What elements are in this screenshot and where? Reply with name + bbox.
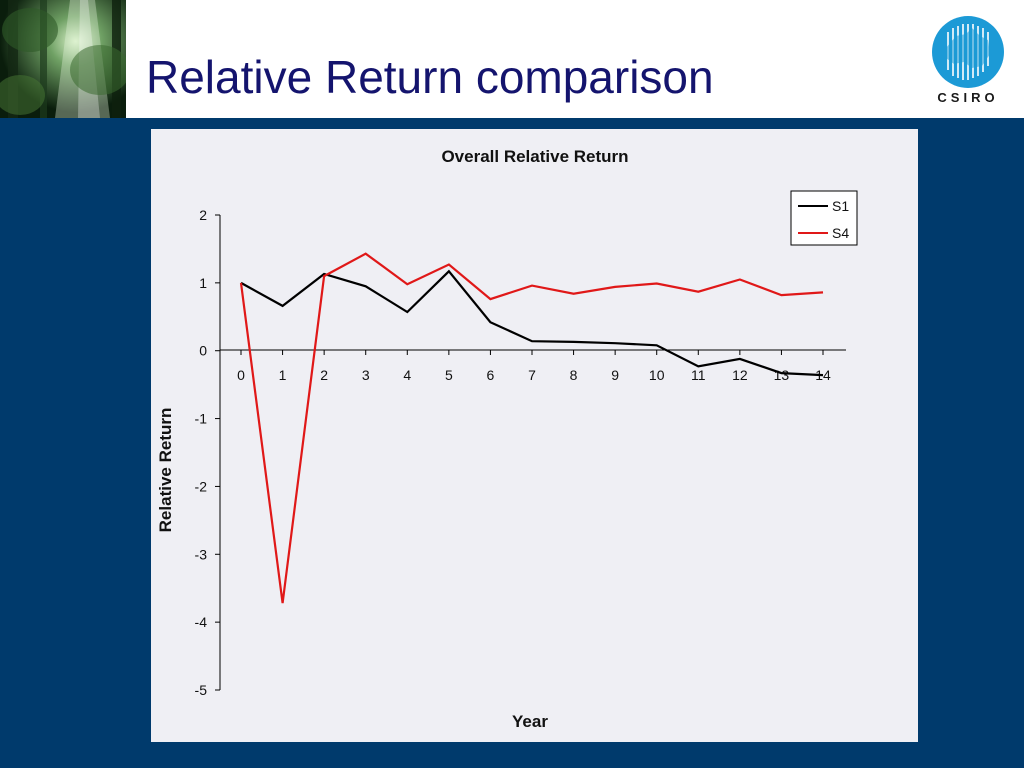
x-axis-label: Year — [512, 712, 548, 731]
x-tick-label: 2 — [320, 367, 328, 383]
x-tick-label: 0 — [237, 367, 245, 383]
chart-panel: Overall Relative Return Year Relative Re… — [151, 129, 918, 742]
y-tick-label: -4 — [195, 614, 208, 630]
slide-header: Relative Return comparison CSIRO — [0, 0, 1024, 118]
x-tick-label: 9 — [611, 367, 619, 383]
forest-photo — [0, 0, 126, 118]
csiro-logo — [928, 14, 1008, 110]
slide-title: Relative Return comparison — [146, 51, 714, 103]
y-axis-label: Relative Return — [156, 408, 175, 533]
y-tick-label: 1 — [199, 275, 207, 291]
x-tick-label: 1 — [279, 367, 287, 383]
csiro-logo-text: CSIRO — [937, 90, 999, 105]
legend-box — [790, 190, 858, 246]
y-tick-label: 2 — [199, 207, 207, 223]
x-tick-label: 7 — [528, 367, 536, 383]
chart-title: Overall Relative Return — [441, 147, 628, 166]
y-tick-label: -3 — [195, 546, 208, 562]
legend-label-s1: S1 — [832, 198, 849, 214]
y-tick-label: -5 — [195, 682, 208, 698]
x-tick-label: 10 — [649, 367, 665, 383]
series-line-s1 — [240, 269, 824, 377]
legend: S1 S4 — [790, 190, 858, 246]
y-tick-label: -2 — [195, 478, 208, 494]
x-tick-label: 5 — [445, 367, 453, 383]
x-tick-label: 4 — [403, 367, 411, 383]
y-tick-label: 0 — [199, 343, 207, 359]
x-tick-label: 6 — [487, 367, 495, 383]
x-tick-label: 12 — [732, 367, 748, 383]
legend-label-s4: S4 — [832, 225, 849, 241]
x-tick-label: 3 — [362, 367, 370, 383]
x-tick-label: 13 — [774, 367, 790, 383]
line-chart: Overall Relative Return Year Relative Re… — [156, 147, 858, 731]
y-tick-label: -1 — [195, 411, 208, 427]
x-tick-label: 8 — [570, 367, 578, 383]
x-tick-label: 11 — [691, 367, 706, 383]
x-tick-label: 14 — [815, 367, 831, 383]
series-line-s4 — [239, 252, 824, 604]
